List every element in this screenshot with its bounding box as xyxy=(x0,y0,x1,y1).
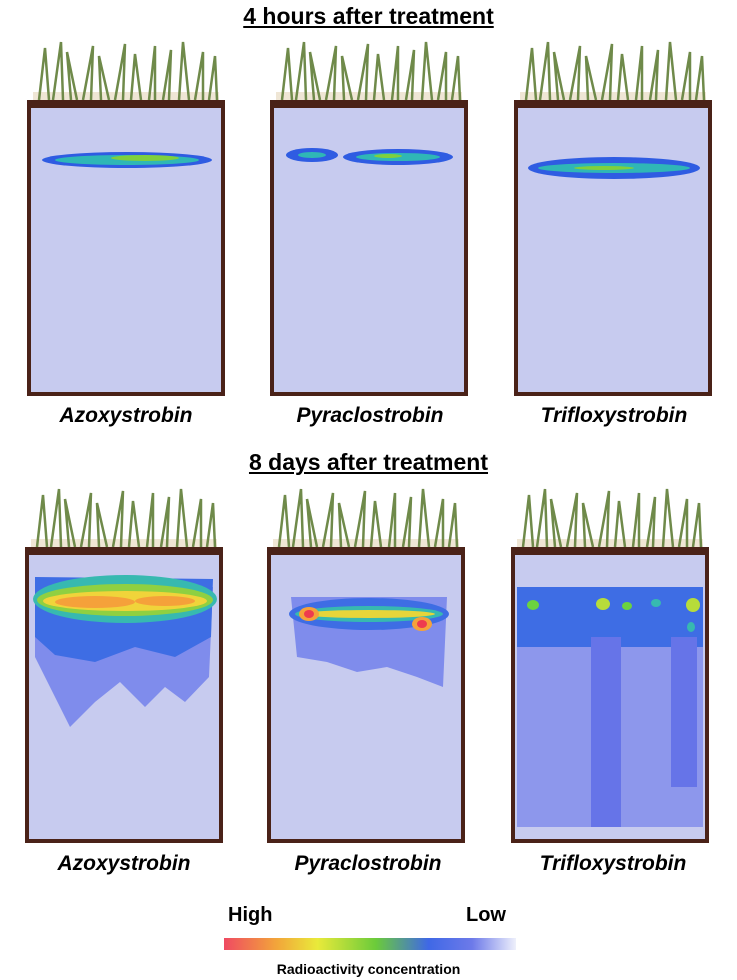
soil-column-image xyxy=(511,488,709,843)
legend-color-scale xyxy=(224,938,516,950)
panel-azoxystrobin-4h xyxy=(27,40,225,396)
legend-caption: Radioactivity concentration xyxy=(276,961,461,977)
panel-pyraclostrobin-8d xyxy=(267,487,465,843)
soil-column-image xyxy=(514,41,712,396)
label-trifloxystrobin-8d: Trifloxystrobin xyxy=(539,852,687,875)
label-azoxystrobin-4h: Azoxystrobin xyxy=(59,404,193,427)
soil-column-image xyxy=(27,41,225,396)
label-pyraclostrobin-4h: Pyraclostrobin xyxy=(296,404,444,427)
legend-high-label: High xyxy=(228,904,273,926)
label-pyraclostrobin-8d: Pyraclostrobin xyxy=(294,852,442,875)
grass-icon xyxy=(273,488,459,553)
grass-icon xyxy=(33,41,219,106)
soil-column-image xyxy=(267,488,465,843)
grass-icon xyxy=(31,488,217,553)
soil-column-image xyxy=(25,488,223,843)
legend-low-label: Low xyxy=(466,904,506,926)
grass-icon xyxy=(276,41,462,106)
soil-column-image xyxy=(270,41,468,396)
grass-icon xyxy=(517,488,703,553)
panel-azoxystrobin-8d xyxy=(25,487,223,843)
panel-pyraclostrobin-4h xyxy=(270,40,468,396)
grass-icon xyxy=(520,41,706,106)
label-azoxystrobin-8d: Azoxystrobin xyxy=(57,852,191,875)
label-trifloxystrobin-4h: Trifloxystrobin xyxy=(540,404,688,427)
section-title-8-days: 8 days after treatment xyxy=(248,449,489,475)
section-title-4-hours: 4 hours after treatment xyxy=(243,3,494,29)
panel-trifloxystrobin-8d xyxy=(511,487,709,843)
panel-trifloxystrobin-4h xyxy=(514,40,712,396)
